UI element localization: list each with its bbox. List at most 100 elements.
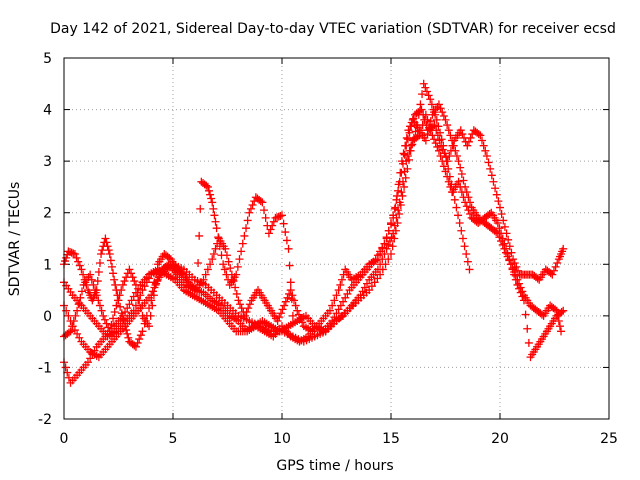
y-axis-label: SDTVAR / TECUs (7, 182, 23, 297)
data-point (70, 249, 79, 258)
data-point (390, 221, 399, 230)
data-point (476, 131, 485, 140)
data-point (403, 151, 412, 160)
data-point (518, 292, 527, 301)
data-point (102, 319, 111, 328)
data-point (456, 182, 465, 191)
data-point (116, 302, 125, 311)
data-point (279, 219, 288, 228)
data-point (398, 177, 407, 186)
data-point (433, 142, 442, 151)
data-point (332, 291, 341, 300)
data-point (238, 239, 247, 248)
data-point (421, 110, 430, 119)
data-point (551, 262, 560, 271)
data-point (421, 83, 430, 92)
data-point (133, 338, 142, 347)
data-point (123, 329, 132, 338)
data-point (242, 224, 251, 233)
data-point (458, 130, 467, 139)
data-point (138, 327, 147, 336)
data-point (405, 146, 414, 155)
data-point (75, 261, 84, 270)
data-point (330, 296, 339, 305)
data-point (464, 206, 473, 215)
data-point (283, 293, 292, 302)
data-point (443, 121, 452, 130)
data-point (288, 291, 297, 300)
data-point (492, 190, 501, 199)
y-tick-label: 5 (43, 51, 52, 67)
data-point (204, 186, 213, 195)
data-point (86, 270, 95, 279)
data-point (258, 198, 267, 207)
data-point (102, 238, 111, 247)
data-point (406, 122, 415, 131)
data-point (421, 136, 430, 145)
data-point (443, 172, 452, 181)
data-point (505, 255, 514, 264)
data-point (211, 217, 220, 226)
data-point (439, 162, 448, 171)
data-point (484, 158, 493, 167)
data-point (380, 249, 389, 258)
data-point (462, 249, 471, 258)
data-point (500, 222, 509, 231)
data-point (439, 112, 448, 121)
data-point (551, 305, 560, 314)
data-point (120, 277, 129, 286)
data-point (119, 315, 128, 324)
data-point (89, 280, 98, 289)
data-point (240, 311, 249, 320)
data-point (325, 306, 334, 315)
data-point (415, 131, 424, 140)
data-point (236, 300, 245, 309)
data-point (460, 242, 469, 251)
data-point (454, 177, 463, 186)
data-point (407, 141, 416, 150)
data-point (231, 283, 240, 292)
data-point (487, 171, 496, 180)
data-point (209, 204, 218, 213)
data-point (91, 286, 100, 295)
data-point (409, 114, 418, 123)
data-point (399, 149, 408, 158)
data-point (486, 164, 495, 173)
data-point (463, 141, 472, 150)
data-points (60, 79, 568, 387)
data-point (524, 338, 533, 347)
data-point (416, 126, 425, 135)
data-point (454, 157, 463, 166)
data-point (146, 311, 155, 320)
data-point (426, 126, 435, 135)
data-point (557, 327, 566, 336)
y-tick-label: 4 (43, 103, 52, 119)
data-point (436, 151, 445, 160)
data-point (438, 157, 447, 166)
data-point (515, 284, 524, 293)
data-point (208, 198, 217, 207)
data-point (434, 146, 443, 155)
data-point (523, 324, 532, 333)
data-point (148, 287, 157, 296)
data-point (376, 260, 385, 269)
data-point (99, 311, 108, 320)
data-point (434, 100, 443, 109)
data-point (232, 289, 241, 298)
data-point (289, 296, 298, 305)
data-point (212, 224, 221, 233)
data-point (510, 270, 519, 279)
data-point (521, 310, 530, 319)
data-point (95, 258, 104, 267)
x-tick-label: 20 (491, 431, 509, 447)
data-point (227, 270, 236, 279)
data-point (211, 244, 220, 253)
data-point (284, 244, 293, 253)
data-point (196, 204, 205, 213)
data-point (105, 249, 114, 258)
data-point (145, 322, 154, 331)
data-point (74, 300, 83, 309)
data-point (425, 121, 434, 130)
data-point (219, 260, 228, 269)
data-point (423, 115, 432, 124)
